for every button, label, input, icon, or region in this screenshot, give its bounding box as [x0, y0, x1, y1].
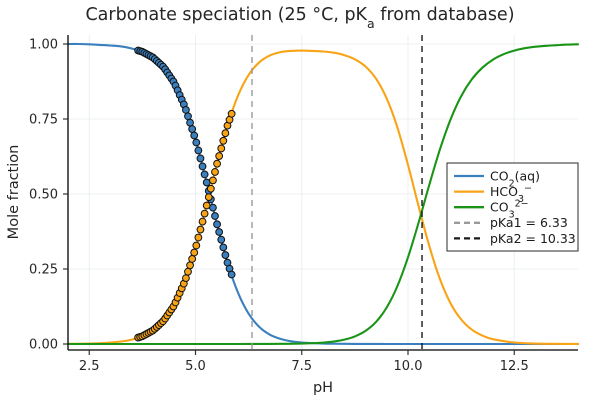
scatter-point: [215, 152, 224, 160]
y-tick-label: 0.00: [29, 338, 58, 353]
scatter-point: [200, 209, 209, 218]
scatter-point: [196, 154, 205, 163]
scatter-point: [211, 212, 219, 220]
scatter-point: [184, 112, 192, 121]
legend-label-4[interactable]: pKa2 = 10.33: [490, 231, 576, 246]
scatter-point: [206, 184, 215, 193]
y-tick-label: 0.75: [29, 113, 58, 128]
x-tick-label: 12.5: [500, 359, 529, 374]
y-tick-label: 0.25: [29, 263, 58, 278]
axis-tick-labels: 2.5 5.0 7.5 10.0 12.5 0.00 0.25 0.50 0.75 1.00: [29, 38, 529, 375]
scatter-point: [221, 251, 230, 259]
scatter-point: [219, 243, 228, 252]
x-axis-label: pH: [313, 380, 333, 396]
scatter-point: [219, 136, 228, 145]
scatter-point: [182, 274, 190, 283]
scatter-point: [217, 144, 226, 153]
scatter-point: [213, 159, 221, 168]
y-tick-label: 1.00: [29, 38, 58, 53]
scatter-point: [221, 129, 230, 138]
scatter-point: [196, 225, 205, 234]
x-tick-label: 2.5: [79, 359, 100, 374]
scatter-point: [190, 131, 199, 140]
scatter-point: [213, 220, 221, 229]
scatter-point: [184, 267, 192, 276]
scatter-point: [192, 241, 201, 250]
axis-spines: [67, 35, 578, 351]
scatter-point: [194, 233, 203, 242]
scatter-point: [215, 228, 224, 236]
scatter-point: [190, 248, 199, 257]
scatter-point: [211, 168, 219, 176]
legend-label-2[interactable]: CO32−: [490, 198, 529, 220]
scatter-point: [188, 255, 197, 263]
series-curve-2: [66, 43, 580, 346]
scatter-point: [198, 217, 207, 226]
scatter-markers: [134, 46, 236, 342]
scatter-point: [227, 109, 236, 118]
y-tick-label: 0.50: [29, 188, 58, 203]
scatter-point: [188, 125, 197, 133]
scatter-point: [192, 138, 201, 147]
x-tick-label: 10.0: [394, 359, 423, 374]
legend-label-0[interactable]: CO2(aq): [490, 168, 540, 189]
chart-title: Carbonate speciation (25 °C, pKa from da…: [85, 5, 514, 31]
x-tick-label: 7.5: [291, 359, 312, 374]
scatter-point: [198, 162, 207, 171]
scatter-point: [227, 270, 236, 279]
scatter-point: [186, 118, 194, 127]
legend-label-1[interactable]: HCO3−: [490, 183, 532, 205]
scatter-point: [186, 261, 194, 270]
scatter-point: [182, 106, 190, 114]
scatter-point: [209, 176, 217, 185]
x-tick-label: 5.0: [185, 359, 206, 374]
axis-ticks: [63, 43, 515, 355]
scatter-point: [217, 235, 226, 244]
pka-vertical-lines: [251, 35, 423, 350]
scatter-point: [202, 201, 211, 210]
scatter-point: [200, 170, 209, 179]
y-axis-label: Mole fraction: [6, 145, 22, 240]
scatter-point: [194, 146, 203, 155]
scatter-point: [204, 193, 213, 202]
legend-label-3[interactable]: pKa1 = 6.33: [490, 215, 568, 230]
